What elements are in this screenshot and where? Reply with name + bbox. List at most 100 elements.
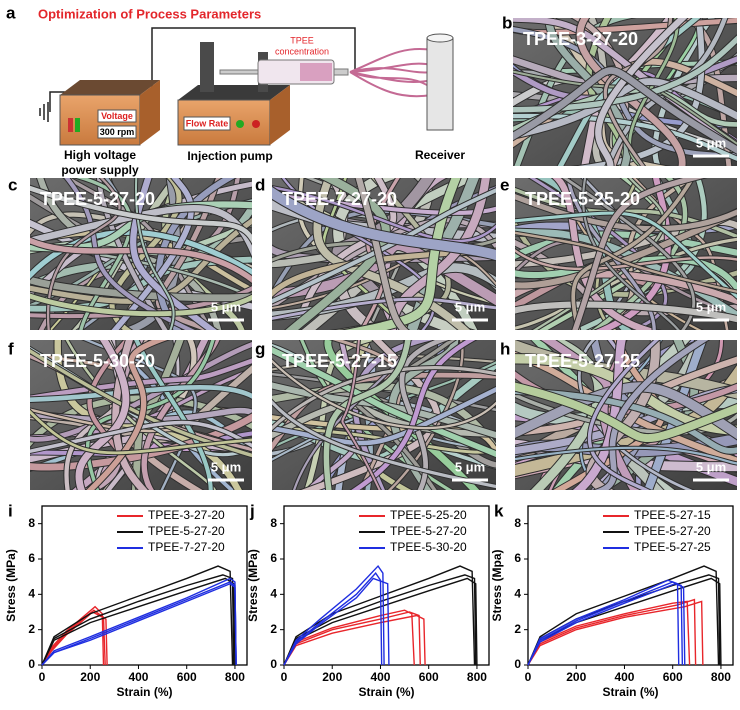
panel-label: h <box>500 339 510 358</box>
wire <box>151 27 356 90</box>
sem-label: TPEE-5-27-20 <box>40 189 155 209</box>
y-tick-label: 4 <box>514 587 521 601</box>
fiber <box>30 204 252 257</box>
scale-label: 5 μm <box>696 459 726 474</box>
fiber <box>581 178 680 330</box>
concentration-label: TPEE <box>290 35 314 45</box>
y-axis-label: Stress (MPa) <box>246 549 260 622</box>
stress-strain-curve <box>41 581 237 666</box>
fiber <box>515 382 737 443</box>
stress-strain-curve <box>527 582 686 666</box>
fiber <box>515 248 737 271</box>
x-tick-label: 0 <box>39 670 46 684</box>
voltage-label: Voltage <box>101 111 133 121</box>
legend-label: TPEE-3-27-20 <box>148 508 225 522</box>
fiber <box>30 229 252 279</box>
x-tick-label: 600 <box>177 670 197 684</box>
stress-strain-curve <box>527 598 697 666</box>
legend-label: TPEE-5-27-25 <box>634 540 711 554</box>
x-tick-label: 800 <box>225 670 245 684</box>
pump-clamp <box>200 42 214 92</box>
legend-label: TPEE-5-25-20 <box>390 508 467 522</box>
fiber <box>272 188 496 304</box>
schematic: a Optimization of Process Parameters Vol… <box>6 3 465 177</box>
x-tick-label: 0 <box>281 670 288 684</box>
sem-label: TPEE-5-27-15 <box>282 351 397 371</box>
stress-strain-curve <box>41 574 235 666</box>
stress-strain-curve <box>41 565 234 666</box>
fiber <box>109 178 182 330</box>
fiber <box>272 359 496 430</box>
y-axis-label: Stress (MPa) <box>4 549 18 622</box>
fiber <box>515 446 737 465</box>
fiber <box>272 346 496 458</box>
supply-side <box>140 80 160 145</box>
concentration-label: concentration <box>275 46 329 56</box>
plot-frame <box>283 505 490 666</box>
scale-label: 5 μm <box>455 299 485 314</box>
fiber <box>30 342 252 442</box>
panel-label: b <box>502 13 512 32</box>
sem-label: TPEE-5-25-20 <box>525 189 640 209</box>
fiber <box>30 407 252 424</box>
y-tick-label: 6 <box>28 551 35 565</box>
stress-strain-curve <box>41 582 237 666</box>
x-tick-label: 200 <box>566 670 586 684</box>
schematic-title: Optimization of Process Parameters <box>38 6 261 21</box>
supply-caption: High voltage <box>64 148 136 162</box>
y-tick-label: 6 <box>514 551 521 565</box>
fiber <box>64 178 213 330</box>
y-tick-label: 0 <box>28 657 35 671</box>
fiber <box>75 178 132 330</box>
panel-label: a <box>6 3 16 22</box>
plot-frame <box>41 505 248 666</box>
fiber <box>272 192 496 215</box>
y-tick-label: 0 <box>514 657 521 671</box>
sem-label: TPEE-5-30-20 <box>40 351 155 371</box>
fiber <box>272 186 496 261</box>
fiber <box>30 349 252 458</box>
y-axis-label: Stress (Mpa) <box>490 549 504 621</box>
legend-label: TPEE-5-27-15 <box>634 508 711 522</box>
fiber <box>595 18 688 166</box>
fiber <box>30 217 252 304</box>
y-tick-label: 4 <box>28 587 35 601</box>
scale-label: 5 μm <box>696 299 726 314</box>
fiber <box>54 340 242 490</box>
y-tick-label: 4 <box>270 587 277 601</box>
receiver <box>426 37 454 131</box>
receiver-top <box>426 33 454 43</box>
y-tick-label: 8 <box>514 516 521 530</box>
sem-image <box>515 178 737 330</box>
button <box>236 120 244 128</box>
fiber <box>30 409 252 455</box>
y-tick-label: 2 <box>28 622 35 636</box>
fiber <box>515 231 737 293</box>
stress-strain-curve <box>41 611 108 666</box>
sem-label: TPEE-5-27-25 <box>525 351 640 371</box>
fiber <box>272 386 496 446</box>
sem-image <box>515 340 737 490</box>
needle <box>333 68 349 76</box>
legend-label: TPEE-5-30-20 <box>390 540 467 554</box>
stress-strain-curve <box>283 572 383 666</box>
y-tick-label: 8 <box>270 516 277 530</box>
y-tick-label: 2 <box>270 622 277 636</box>
panel-label: e <box>500 175 509 194</box>
fiber <box>587 340 660 490</box>
x-tick-label: 200 <box>80 670 100 684</box>
x-axis-label: Strain (%) <box>602 685 658 699</box>
x-tick-label: 400 <box>128 670 148 684</box>
panel-label: k <box>494 501 504 520</box>
legend-label: TPEE-5-27-20 <box>148 524 225 538</box>
stress-strain-curve <box>527 574 721 666</box>
fiber <box>111 178 194 330</box>
fiber <box>351 340 476 490</box>
rpm-label: 300 rpm <box>100 127 135 137</box>
flow-box <box>183 116 231 131</box>
supply-top <box>60 80 160 95</box>
y-tick-label: 8 <box>28 516 35 530</box>
stress-strain-curve <box>283 574 477 666</box>
